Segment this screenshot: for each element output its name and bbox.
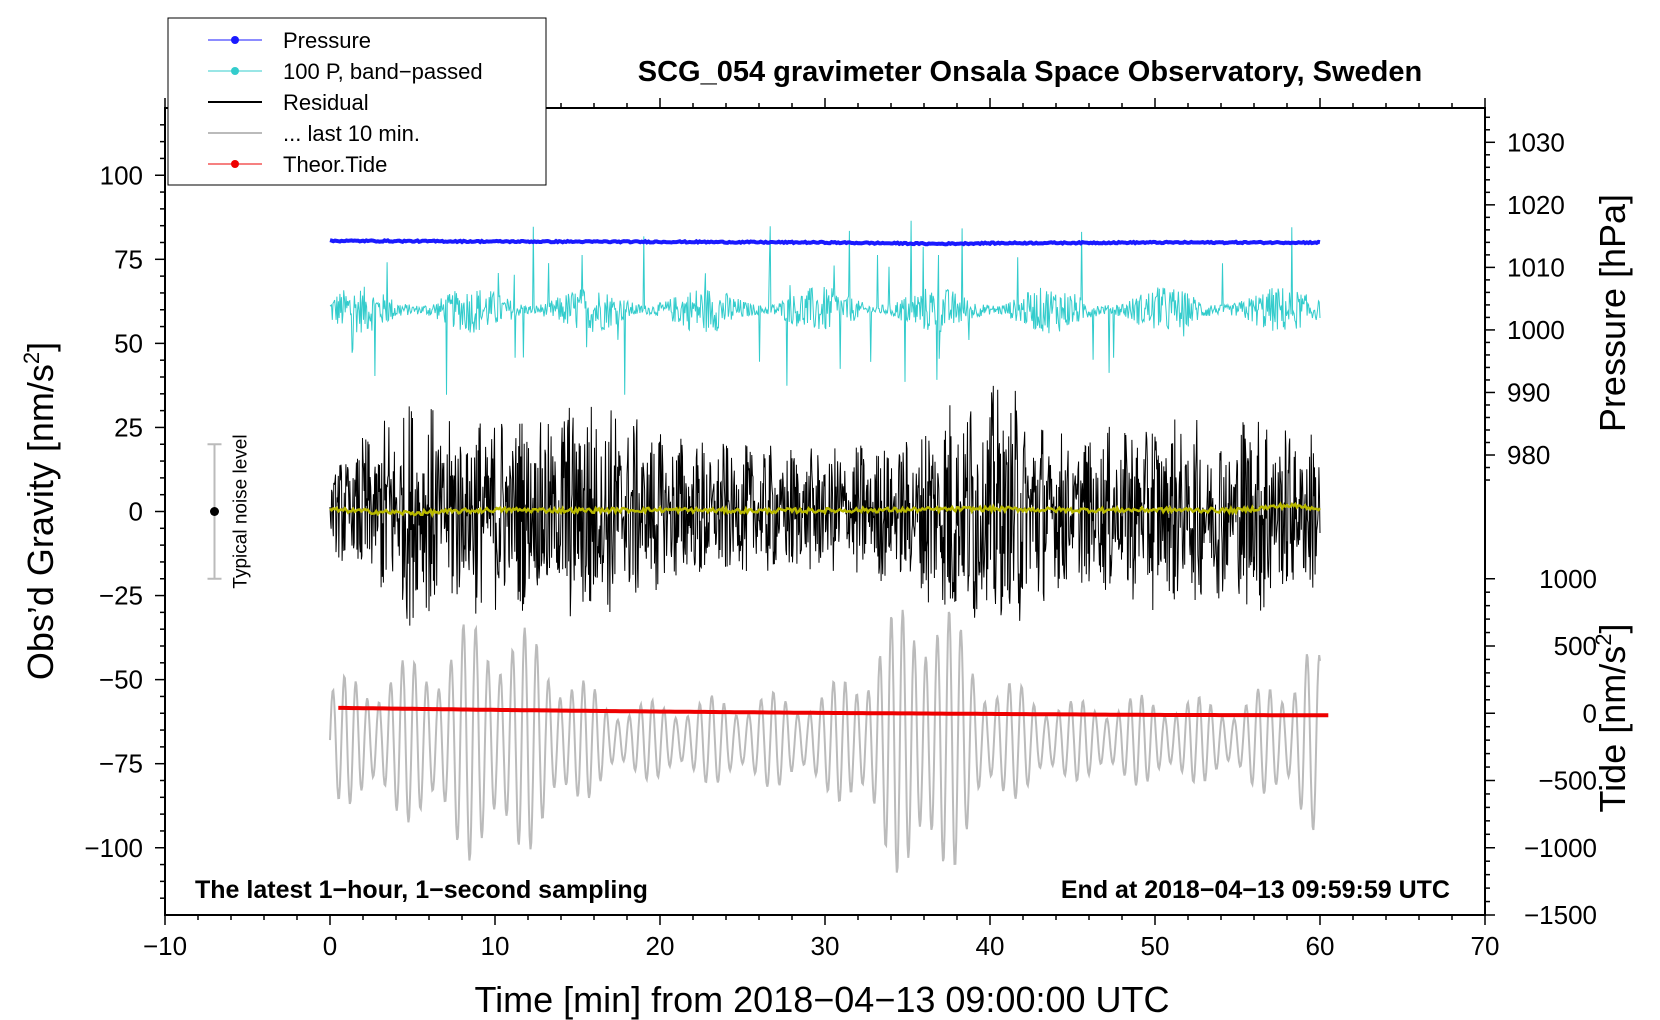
- y-axis-label-tide: Tide [nm/s2]: [1591, 624, 1633, 813]
- pressure-tick-label: 1010: [1507, 252, 1565, 282]
- tide-tick-label: −1000: [1524, 833, 1597, 863]
- y-tick-label: −25: [99, 581, 143, 611]
- x-tick-label: 60: [1306, 931, 1335, 961]
- y-axis-label-pressure: Pressure [hPa]: [1592, 194, 1633, 432]
- y-tick-label: −75: [99, 749, 143, 779]
- tide-tick-label: 0: [1583, 698, 1597, 728]
- series-theor-tide: [338, 705, 1329, 718]
- legend: Pressure 100 P, band−passed Residual ... la…: [167, 17, 547, 186]
- series-last-10-min: [329, 609, 1321, 873]
- pressure-tick-label: 980: [1507, 440, 1550, 470]
- pressure-tick-label: 1030: [1507, 127, 1565, 157]
- tide-tick-label: −1500: [1524, 900, 1597, 930]
- noise-label: Typical noise level: [231, 434, 252, 588]
- y-tick-label: 75: [114, 244, 143, 274]
- y-tick-label: 25: [114, 412, 143, 442]
- legend-entry-label: ... last 10 min.: [283, 121, 420, 146]
- x-tick-label: 20: [646, 931, 675, 961]
- legend-swatch-marker: [231, 160, 239, 168]
- noise-indicator: Typical noise level: [207, 434, 252, 589]
- tide-tick-label: 1000: [1539, 564, 1597, 594]
- pressure-tick-label: 990: [1507, 377, 1550, 407]
- x-tick-label: −10: [143, 931, 187, 961]
- pressure-tick-label: 1000: [1507, 315, 1565, 345]
- y-tick-label: −100: [84, 833, 143, 863]
- series-pressure: [329, 238, 1321, 247]
- series-smoothed-residual: [329, 501, 1321, 519]
- y-axis-label-tide-sup: 2: [1591, 634, 1616, 646]
- ticks-layer: −10 0 10 20 30 40 50 60 701007550250−25−50−75−10…: [84, 98, 1597, 961]
- y-axis-label-left: Obs’d Gravity [nm/s2]: [19, 342, 61, 680]
- legend-entry-label: 100 P, band−passed: [283, 59, 483, 84]
- x-tick-label: 30: [811, 931, 840, 961]
- x-tick-label: 70: [1471, 931, 1500, 961]
- series-residual: [329, 385, 1321, 626]
- tide-tick-label: −500: [1538, 766, 1597, 796]
- legend-entry-label: Pressure: [283, 28, 371, 53]
- data-layer: [329, 220, 1329, 873]
- end-time-note: End at 2018−04−13 09:59:59 UTC: [1061, 876, 1450, 904]
- legend-entry-label: Theor.Tide: [283, 152, 387, 177]
- chart-title: SCG_054 gravimeter Onsala Space Observat…: [638, 56, 1422, 88]
- y-tick-label: −50: [99, 665, 143, 695]
- legend-swatch-marker: [231, 36, 239, 44]
- noise-dot: [210, 507, 219, 516]
- legend-swatch-marker: [231, 67, 239, 75]
- legend-entries: Pressure 100 P, band−passed Residual ... la…: [208, 28, 483, 177]
- y-tick-label: 0: [129, 497, 143, 527]
- x-tick-label: 10: [481, 931, 510, 961]
- x-tick-label: 50: [1141, 931, 1170, 961]
- y-axis-label-left-sup: 2: [19, 352, 44, 364]
- tide-tick-label: 500: [1554, 631, 1597, 661]
- x-axis-label: Time [min] from 2018−04−13 09:00:00 UTC: [474, 979, 1169, 1020]
- series-band-passed-pressure: [329, 220, 1321, 395]
- x-tick-label: 40: [976, 931, 1005, 961]
- y-tick-label: 100: [100, 160, 143, 190]
- x-tick-label: 0: [323, 931, 337, 961]
- legend-entry-label: Residual: [283, 90, 369, 115]
- pressure-tick-label: 1020: [1507, 190, 1565, 220]
- sampling-note: The latest 1−hour, 1−second sampling: [195, 876, 648, 904]
- y-tick-label: 50: [114, 328, 143, 358]
